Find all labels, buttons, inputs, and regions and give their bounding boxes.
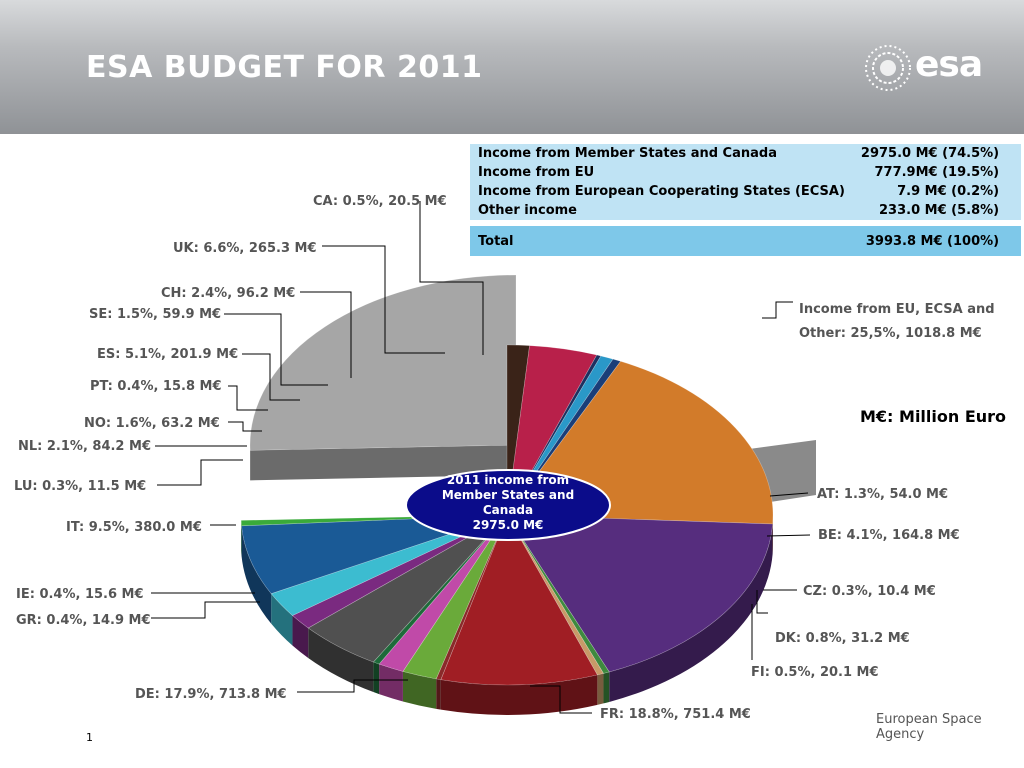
slice-it-side (440, 674, 598, 715)
row-label: Income from EU (470, 163, 853, 182)
slice-es-side (308, 627, 374, 692)
row-label: Other income (470, 201, 853, 223)
table-row: Other income 233.0 M€ (5.8%) (470, 201, 1022, 223)
table-row: Income from European Cooperating States … (470, 182, 1022, 201)
exploded-slice-cut-wall (250, 445, 516, 481)
callout-fi: FI: 0.5%, 20.1 M€ (751, 665, 879, 680)
esa-logo-text: esa (915, 44, 983, 85)
slice-de-side (609, 524, 773, 702)
callout-ca: CA: 0.5%, 20.5 M€ (313, 194, 447, 209)
callout-lu: LU: 0.3%, 11.5 M€ (14, 479, 147, 494)
slice-nl-side (402, 671, 437, 709)
esa-logo-icon (865, 45, 911, 91)
callout-gr: GR: 0.4%, 14.9 M€ (16, 613, 151, 628)
row-value: 233.0 M€ (5.8%) (852, 201, 1022, 223)
table-row: Income from EU 777.9M€ (19.5%) (470, 163, 1022, 182)
leader-line (530, 685, 592, 714)
slice-lu (435, 514, 508, 680)
callout-dk: DK: 0.8%, 31.2 M€ (775, 631, 910, 646)
callout-line: Income from EU, ECSA and (799, 302, 995, 317)
slice-ch-side (271, 593, 293, 646)
total-value: 3993.8 M€ (100%) (852, 220, 1022, 256)
slice-it (440, 514, 598, 686)
leader-line (762, 301, 793, 319)
callout-at: AT: 1.3%, 54.0 M€ (817, 487, 949, 502)
callout-de: DE: 17.9%, 713.8 M€ (135, 687, 287, 702)
leader-line (766, 534, 811, 537)
callout-eu-other: Income from EU, ECSA and Other: 25,5%, 1… (799, 298, 995, 346)
callout-uk: UK: 6.6%, 265.3 M€ (173, 241, 317, 256)
center-label-line: Member States and (441, 488, 575, 502)
callout-ie: IE: 0.4%, 15.6 M€ (16, 587, 144, 602)
leader-line (769, 492, 809, 497)
slice-ie (506, 514, 604, 676)
callout-nl: NL: 2.1%, 84.2 M€ (18, 439, 151, 454)
income-table: Income from Member States and Canada 297… (470, 144, 1022, 256)
pie-center-label: 2011 income from Member States and Canad… (408, 473, 608, 533)
center-label-line: Canada (482, 503, 534, 517)
leader-line (300, 291, 352, 378)
exploded-slice-eu-ecsa-other (249, 274, 517, 451)
slice-gr-side (603, 671, 610, 704)
callout-se: SE: 1.5%, 59.9 M€ (89, 307, 222, 322)
row-value: 7.9 M€ (0.2%) (852, 182, 1022, 201)
callout-ch: CH: 2.4%, 96.2 M€ (161, 286, 296, 301)
callout-es: ES: 5.1%, 201.9 M€ (97, 347, 239, 362)
leader-line (151, 601, 260, 619)
slice-se (291, 514, 508, 629)
slice-nl (402, 514, 508, 680)
slide-title: ESA BUDGET FOR 2011 (86, 50, 483, 85)
slide-header (0, 0, 1024, 134)
slice-no-side (379, 664, 403, 702)
slice-uk-side (241, 525, 272, 624)
slice-de (506, 514, 773, 673)
unit-note: M€: Million Euro (860, 407, 1007, 426)
center-label-line: 2975.0 M€ (472, 518, 544, 532)
total-label: Total (470, 220, 853, 256)
callout-be: BE: 4.1%, 164.8 M€ (818, 528, 960, 543)
slice-pt (372, 514, 508, 665)
table-row: Income from Member States and Canada 297… (470, 144, 1022, 163)
callout-no: NO: 1.6%, 63.2 M€ (84, 416, 220, 431)
table-total-row: Total 3993.8 M€ (100%) (470, 220, 1022, 256)
leader-line (756, 590, 768, 614)
slice-ie-side (597, 673, 604, 705)
leader-line (228, 385, 268, 411)
leader-line (297, 679, 408, 693)
slice-pt-side (373, 661, 380, 695)
leader-line (242, 353, 300, 401)
center-ellipse (405, 469, 611, 541)
slice-no (378, 514, 508, 672)
row-value: 2975.0 M€ (74.5%) (852, 144, 1022, 163)
slice-se-side (292, 615, 309, 658)
row-label: Income from European Cooperating States … (470, 182, 853, 201)
slice-gr (506, 514, 610, 674)
leader-line (157, 459, 243, 486)
page-number: 1 (86, 731, 93, 744)
slice-uk (241, 514, 508, 595)
slice-es (307, 514, 508, 663)
callout-it: IT: 9.5%, 380.0 M€ (66, 520, 202, 535)
slice-ch (270, 514, 508, 616)
row-value: 777.9M€ (19.5%) (852, 163, 1022, 182)
slice-lu-side (436, 678, 441, 710)
callout-fr: FR: 18.8%, 751.4 M€ (600, 707, 751, 722)
center-label-line: 2011 income from (446, 473, 570, 487)
leader-line (322, 245, 445, 354)
leader-line (419, 201, 484, 355)
leader-line (228, 421, 262, 432)
leader-line (224, 313, 328, 386)
callout-line: Other: 25,5%, 1018.8 M€ (799, 326, 982, 341)
callout-pt: PT: 0.4%, 15.8 M€ (90, 379, 222, 394)
row-label: Income from Member States and Canada (470, 144, 853, 163)
callout-cz: CZ: 0.3%, 10.4 M€ (803, 584, 936, 599)
agency-name: European Space Agency (876, 712, 982, 742)
